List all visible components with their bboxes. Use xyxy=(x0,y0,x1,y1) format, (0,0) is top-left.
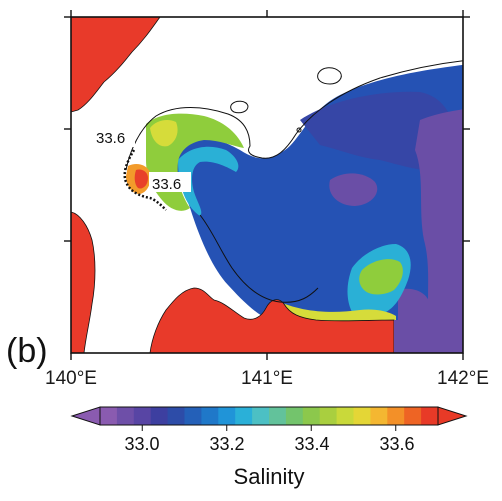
contour-label-box-1 xyxy=(93,127,135,147)
colorbar-segment xyxy=(370,407,388,425)
land-northwest xyxy=(71,17,161,113)
island-contour-center xyxy=(230,100,249,114)
colorbar xyxy=(70,406,468,431)
panel-label: (b) xyxy=(6,332,48,370)
colorbar-segment xyxy=(150,407,169,425)
colorbar-outline xyxy=(99,406,439,426)
island-southeast xyxy=(394,320,463,353)
colorbar-segment xyxy=(116,407,135,425)
colorbar-segment xyxy=(269,407,287,425)
land-west xyxy=(71,211,96,353)
coastline-bay xyxy=(125,60,463,171)
map-panel: 33.6 33.6 xyxy=(71,17,463,353)
colorbar-extend-high xyxy=(437,406,468,426)
sea-red-west xyxy=(134,169,148,189)
colorbar-segment xyxy=(167,407,185,425)
colorbar-tick-33-2: 33.2 xyxy=(209,434,244,454)
x-tick-label-140: 140°E xyxy=(45,368,97,389)
sea-purple-region-center xyxy=(329,173,378,206)
colorbar-segment xyxy=(285,407,304,425)
colorbar-segment xyxy=(319,407,338,425)
island-contour-north xyxy=(317,67,342,85)
colorbar-tick-33-6: 33.6 xyxy=(379,434,414,454)
tick-marks xyxy=(64,10,470,360)
salinity-contour-line xyxy=(123,149,167,211)
sea-yellow-coast-south xyxy=(276,300,396,322)
x-tick-label-142: 142°E xyxy=(437,368,489,389)
island-dot xyxy=(296,127,302,133)
colorbar-extend-low xyxy=(70,406,101,426)
colorbar-segment xyxy=(387,407,405,425)
colorbar-tick-33-4: 33.4 xyxy=(294,434,329,454)
sea-green-southeast xyxy=(359,259,403,295)
colorbar-title: Salinity xyxy=(234,464,305,489)
sea-purple-region-east xyxy=(415,109,463,330)
sea-yellow-west xyxy=(150,120,178,147)
land-south xyxy=(149,287,395,353)
colorbar-segment xyxy=(404,407,422,425)
colorbar-segment xyxy=(133,407,152,425)
colorbar-segment xyxy=(100,407,118,425)
x-tick-label-141: 141°E xyxy=(241,368,293,389)
colorbar-segment xyxy=(201,407,219,425)
coastline-south xyxy=(199,214,319,303)
colorbar-segment xyxy=(184,407,202,425)
colorbar-segment xyxy=(353,407,371,425)
colorbar-segment xyxy=(421,407,439,425)
colorbar-segment xyxy=(302,407,321,425)
colorbar-segment xyxy=(235,407,253,425)
colorbar-tick-33-0: 33.0 xyxy=(124,434,159,454)
sea-purple-region-south xyxy=(398,288,430,330)
contour-label-1: 33.6 xyxy=(96,130,125,147)
sea-teal-west xyxy=(178,146,239,216)
colorbar-segment xyxy=(252,407,270,425)
colorbar-segment xyxy=(218,407,236,425)
colorbar-segment xyxy=(336,407,354,425)
contour-label-2: 33.6 xyxy=(152,176,181,193)
contour-label-box-2 xyxy=(149,172,191,192)
